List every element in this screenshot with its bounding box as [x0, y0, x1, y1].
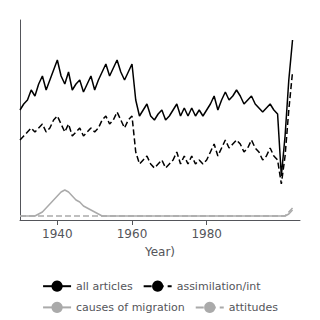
- svg-text:assimilation/int: assimilation/int: [177, 280, 262, 293]
- svg-text:1940: 1940: [42, 227, 73, 241]
- svg-text:1980: 1980: [191, 227, 222, 241]
- svg-text:causes of migration: causes of migration: [76, 301, 185, 314]
- svg-text:1960: 1960: [117, 227, 148, 241]
- svg-text:attitudes: attitudes: [229, 301, 278, 314]
- svg-text:Year): Year): [144, 245, 175, 259]
- svg-text:all articles: all articles: [76, 280, 133, 293]
